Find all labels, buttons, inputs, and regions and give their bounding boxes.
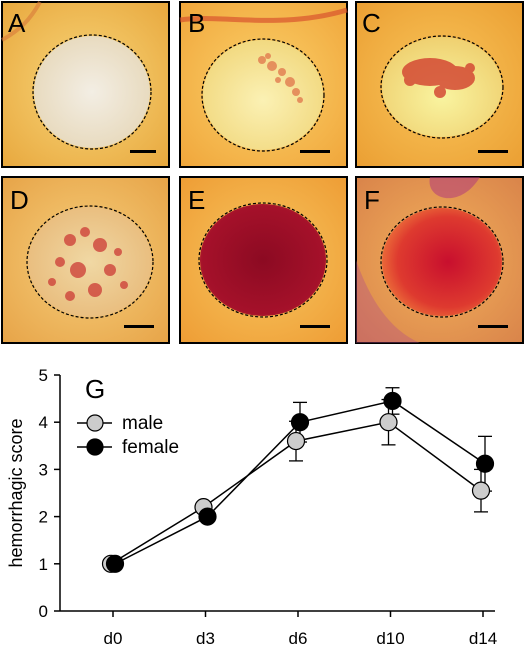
point-female-d10 [383,391,402,411]
panel-letter-f: F [364,185,380,215]
photo-panel-e: E [179,176,348,344]
panel-letter-g: G [85,374,105,404]
series-layer [101,387,495,573]
point-female-d3 [198,507,217,526]
x-tick-label: d10 [376,629,404,648]
legend-marker-male [86,414,104,432]
point-male-d10 [379,413,398,432]
y-tick-label: 5 [39,366,48,385]
panel-letter-d: D [10,185,29,215]
point-male-d14 [471,481,491,500]
photo-panel-b: B [179,1,348,168]
legend: male female [77,413,179,458]
y-tick-label: 3 [39,460,48,479]
y-tick-label: 4 [39,413,48,432]
legend-label-female: female [122,437,179,458]
y-axis-title: hemorrhagic score [6,418,26,567]
x-tick-label: d0 [104,629,123,648]
photo-panel-a: A [1,1,170,168]
panel-letter-e: E [188,185,205,215]
point-female-d6 [290,413,310,432]
panel-letter-a: A [8,8,26,38]
panel-letter-c: C [362,8,381,38]
photo-panel-f: F [355,176,524,344]
legend-label-male: male [122,413,163,434]
y-ticks: 0 1 2 3 4 5 [39,366,60,621]
point-female-d14 [475,454,495,473]
point-female-d0 [105,554,125,573]
point-male-d6 [286,431,306,451]
x-tick-label: d6 [289,629,308,648]
x-ticks: d0 d3 d6 d10 d14 [104,611,497,648]
photo-panel-c: C [355,1,524,168]
y-tick-label: 1 [39,555,48,574]
x-tick-label: d3 [196,629,215,648]
y-tick-label: 2 [39,508,48,527]
legend-marker-female [86,438,104,456]
x-tick-label: d14 [469,629,497,648]
y-tick-label: 0 [39,602,48,621]
photo-panel-d: D [1,176,170,344]
panel-letter-b: B [188,8,205,38]
